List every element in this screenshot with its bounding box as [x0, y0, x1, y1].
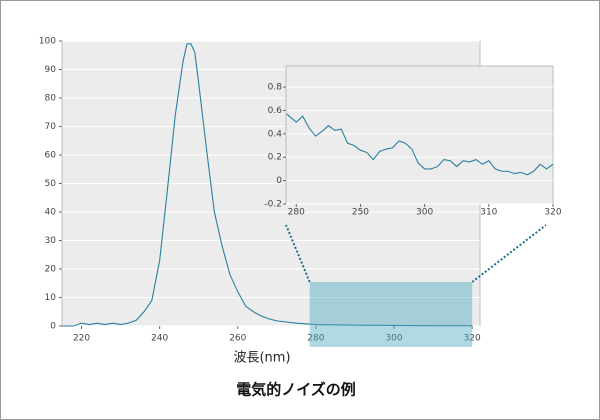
y-tick-label: 0.4 — [268, 129, 283, 139]
y-tick-label: 80 — [45, 94, 57, 104]
data-line — [62, 43, 473, 327]
x-tick-label: 280 — [288, 208, 305, 218]
y-tick-label: -0.2 — [264, 200, 282, 210]
x-tick-label: 310 — [480, 208, 497, 218]
x-tick-label: 240 — [151, 334, 168, 344]
y-tick-label: 0.8 — [268, 83, 283, 93]
x-tick-label: 300 — [416, 208, 433, 218]
x-axis-title: 波長(nm) — [233, 351, 290, 366]
y-tick-label: 90 — [45, 65, 57, 75]
y-tick-label: 60 — [45, 151, 57, 161]
x-tick-label: 250 — [352, 208, 369, 218]
x-tick-label: 300 — [385, 334, 402, 344]
y-tick-label: 0 — [50, 322, 56, 332]
figure-title: 電気的ノイズの例 — [236, 381, 356, 399]
x-tick-label: 220 — [73, 334, 90, 344]
zoom-region — [309, 282, 473, 347]
y-tick-label: 0 — [276, 176, 282, 186]
y-tick-label: 40 — [45, 208, 57, 218]
x-tick-label: 260 — [229, 334, 246, 344]
x-tick-label: 320 — [464, 334, 481, 344]
y-tick-label: 70 — [45, 122, 57, 132]
y-tick-label: 10 — [45, 293, 57, 303]
y-tick-label: 20 — [45, 265, 57, 275]
y-tick-label: 0.2 — [268, 153, 282, 163]
data-line — [286, 113, 554, 176]
y-tick-label: 0.6 — [268, 106, 283, 116]
y-tick-label: 50 — [45, 179, 57, 189]
y-tick-label: 100 — [39, 37, 56, 47]
x-tick-label: 320 — [544, 208, 561, 218]
connector — [471, 224, 547, 283]
x-tick-label: 280 — [307, 334, 324, 344]
y-tick-label: 30 — [45, 236, 57, 246]
